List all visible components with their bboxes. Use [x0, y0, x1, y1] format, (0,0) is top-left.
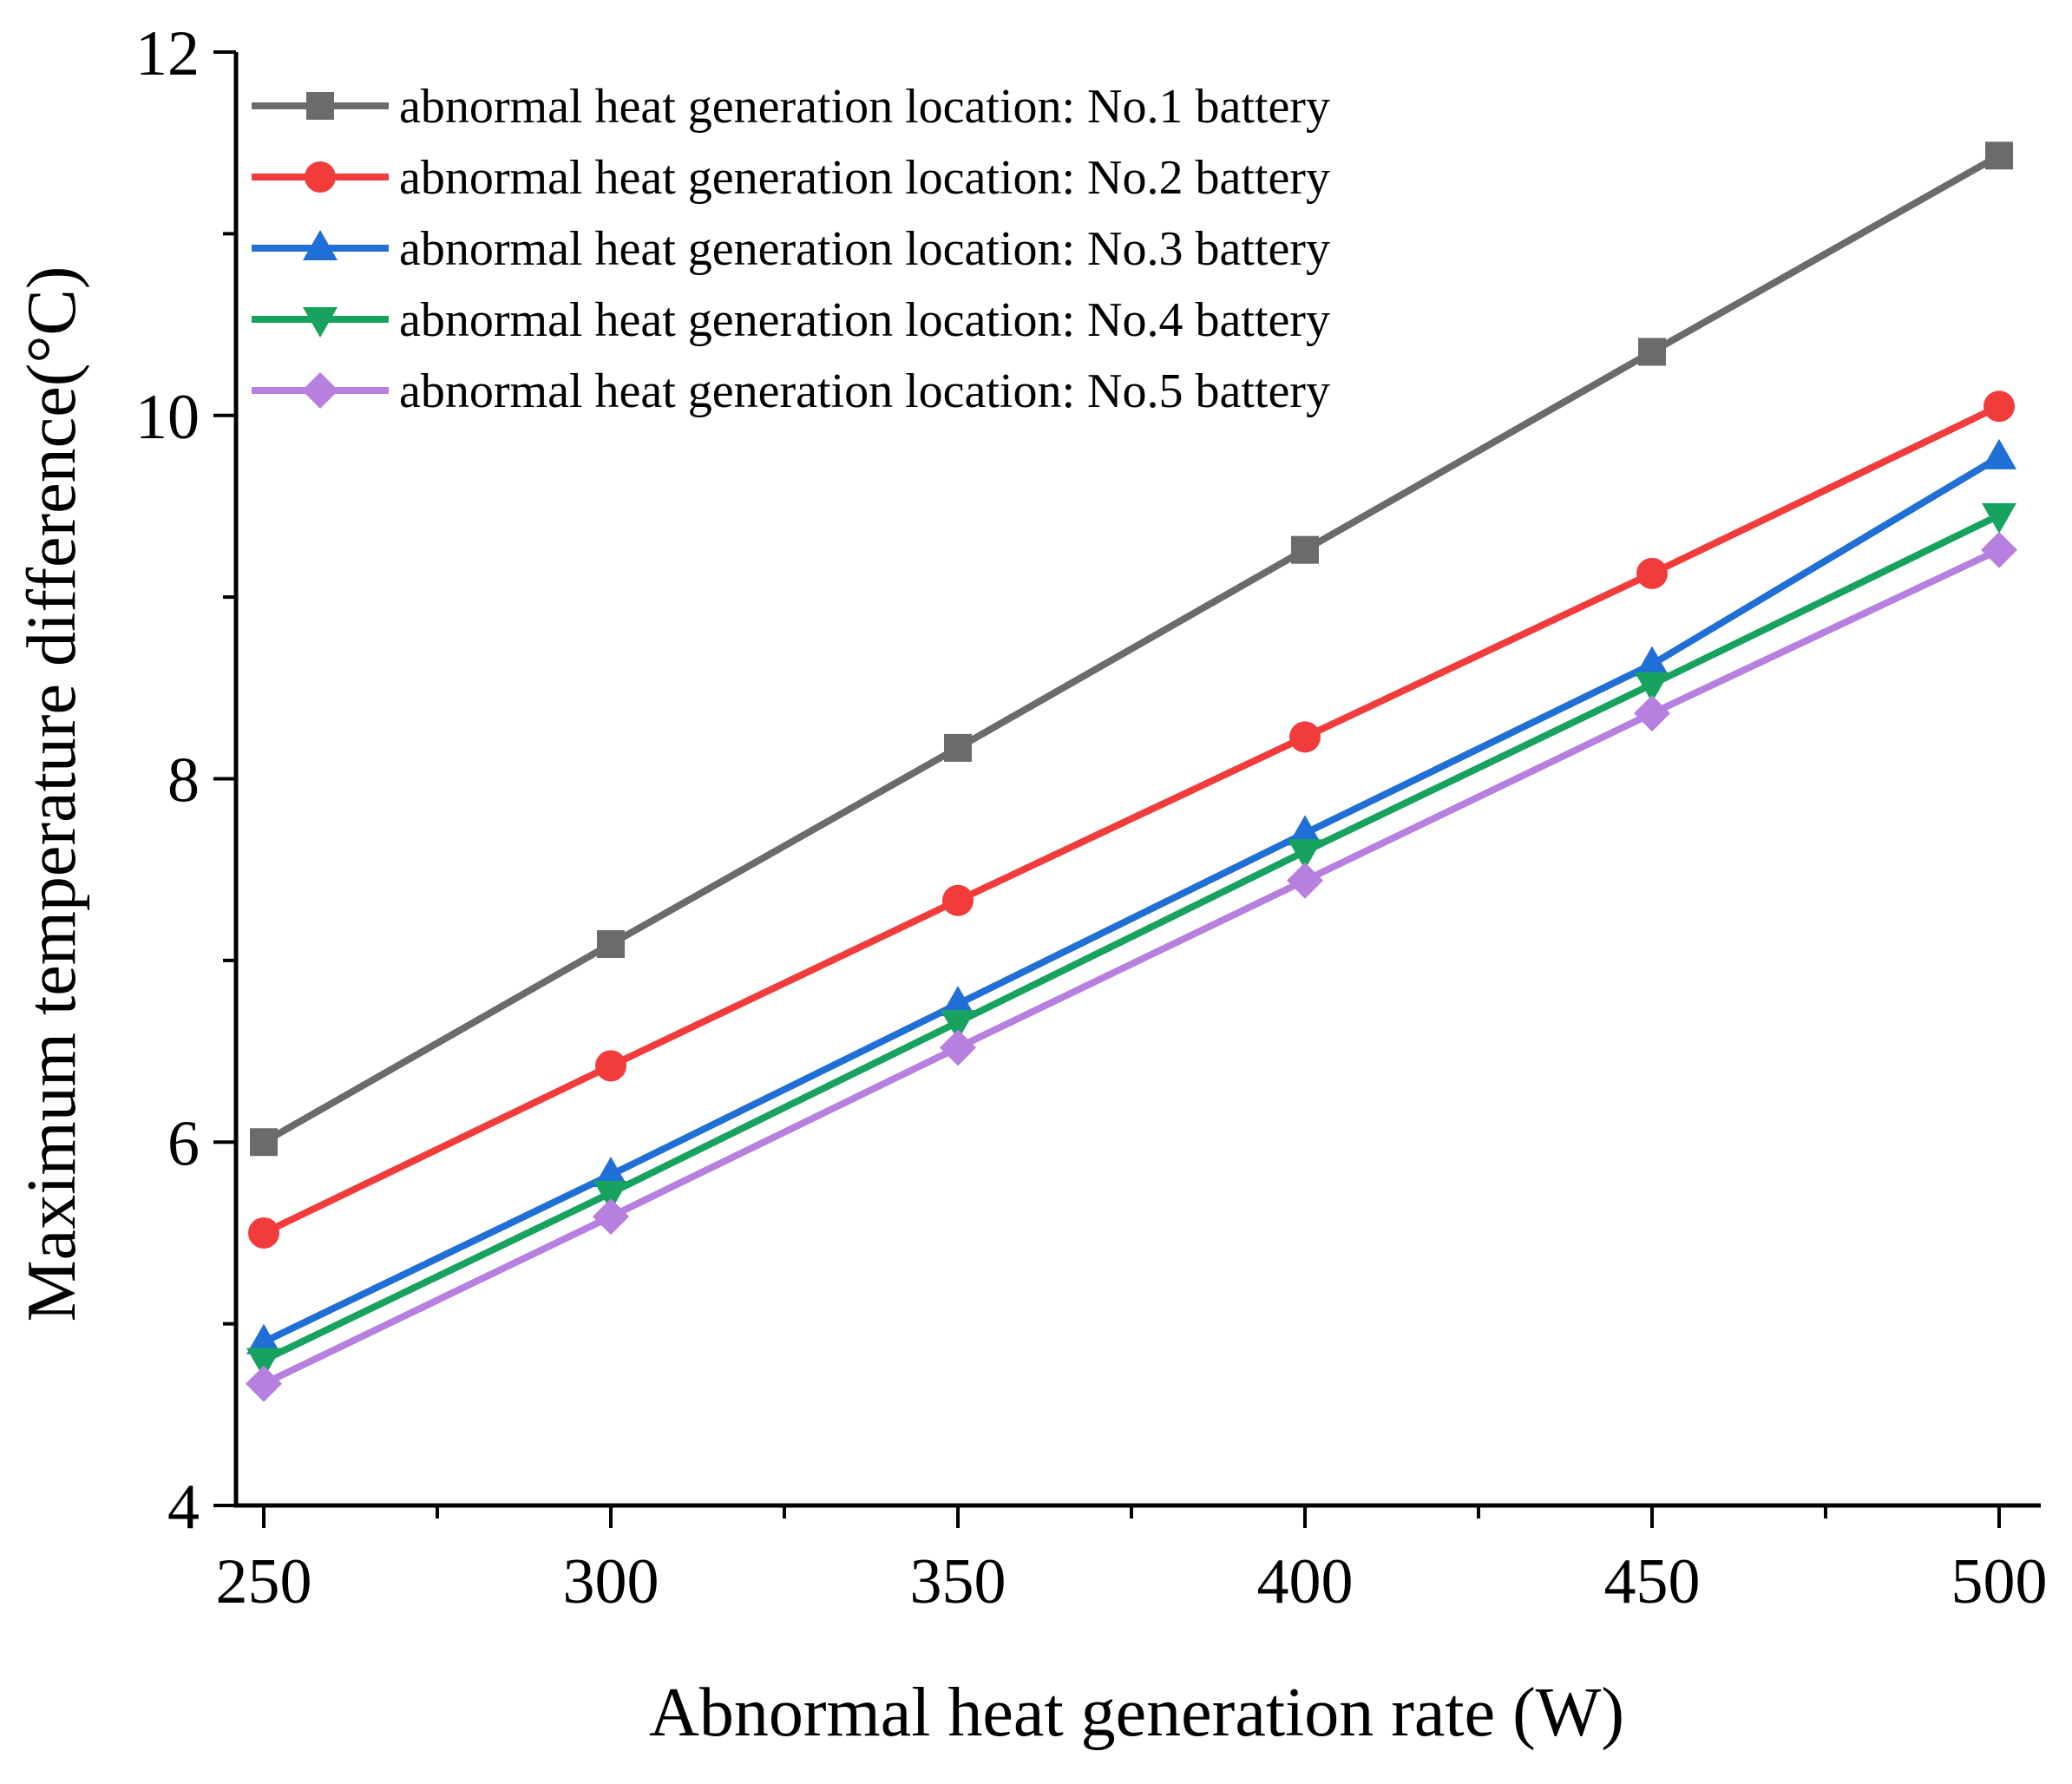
data-point — [595, 1050, 626, 1082]
legend-marker — [302, 372, 338, 409]
x-tick-label: 400 — [1257, 1546, 1354, 1617]
x-tick-label: 450 — [1604, 1546, 1701, 1617]
data-point — [246, 1348, 281, 1379]
data-point — [1634, 695, 1670, 732]
legend-marker — [303, 307, 338, 338]
data-point — [1985, 141, 2013, 170]
data-point — [942, 884, 974, 916]
data-point — [248, 1217, 279, 1249]
y-tick-label: 8 — [167, 745, 200, 817]
series-layer — [246, 141, 2017, 1402]
data-point — [944, 733, 972, 762]
data-point — [1982, 438, 2016, 469]
legend-marker — [305, 161, 336, 193]
data-point — [1635, 646, 1669, 677]
legend: abnormal heat generation location: No.1 … — [252, 80, 1330, 418]
series-line — [262, 512, 2001, 1364]
y-tick-label: 6 — [167, 1108, 200, 1179]
legend-item: abnormal heat generation location: No.4 … — [252, 293, 1330, 347]
series-5 — [246, 531, 2017, 1402]
data-point — [593, 1180, 628, 1211]
data-point — [1288, 815, 1322, 846]
x-axis-title: Abnormal heat generation rate (W) — [649, 1675, 1624, 1751]
series-3 — [246, 438, 2016, 1354]
data-point — [593, 1198, 629, 1236]
series-1 — [250, 141, 2013, 1157]
data-point — [941, 986, 975, 1017]
y-axis-title: Maximum temperature difference(°C) — [14, 266, 90, 1322]
x-tick-label: 500 — [1951, 1546, 2048, 1617]
data-point — [1289, 721, 1321, 753]
legend-label: abnormal heat generation location: No.1 … — [399, 80, 1330, 134]
y-tick-label: 4 — [167, 1472, 200, 1543]
legend-label: abnormal heat generation location: No.4 … — [399, 293, 1330, 347]
series-line — [262, 454, 2002, 1346]
data-point — [246, 1323, 281, 1354]
y-tick-label: 10 — [135, 382, 200, 453]
legend-item: abnormal heat generation location: No.1 … — [252, 80, 1330, 134]
legend-item: abnormal heat generation location: No.3 … — [252, 222, 1330, 276]
data-point — [250, 1128, 278, 1157]
legend-label: abnormal heat generation location: No.3 … — [399, 222, 1330, 276]
series-4 — [246, 502, 2016, 1379]
data-point — [941, 1010, 975, 1041]
axes: 4 6 8 10 12 250 300 350 400 450 500 — [135, 18, 2048, 1617]
legend-label: abnormal heat generation location: No.5 … — [399, 364, 1330, 418]
series-line — [262, 403, 2001, 1236]
series-line — [262, 547, 2001, 1387]
data-point — [1288, 839, 1322, 870]
legend-label: abnormal heat generation location: No.2 … — [399, 151, 1330, 205]
legend-item: abnormal heat generation location: No.5 … — [252, 364, 1330, 418]
x-tick-label: 350 — [910, 1546, 1006, 1617]
data-point — [1636, 557, 1668, 589]
legend-item: abnormal heat generation location: No.2 … — [252, 151, 1330, 205]
y-tick-label: 12 — [135, 18, 200, 89]
data-point — [1638, 338, 1666, 366]
legend-marker — [303, 230, 338, 260]
data-point — [1291, 535, 1319, 564]
data-point — [1287, 862, 1323, 899]
series-line — [262, 152, 2001, 1145]
legend-marker — [306, 92, 334, 120]
data-point — [940, 1029, 976, 1066]
x-tick-label: 300 — [563, 1546, 659, 1617]
data-point — [246, 1365, 282, 1402]
data-point — [1635, 672, 1669, 703]
series-2 — [248, 390, 2015, 1249]
data-point — [1982, 502, 2016, 534]
data-point — [1983, 390, 2015, 423]
data-point — [597, 930, 625, 959]
x-tick-label: 250 — [216, 1546, 312, 1617]
data-point — [593, 1156, 628, 1187]
data-point — [1981, 531, 2017, 568]
